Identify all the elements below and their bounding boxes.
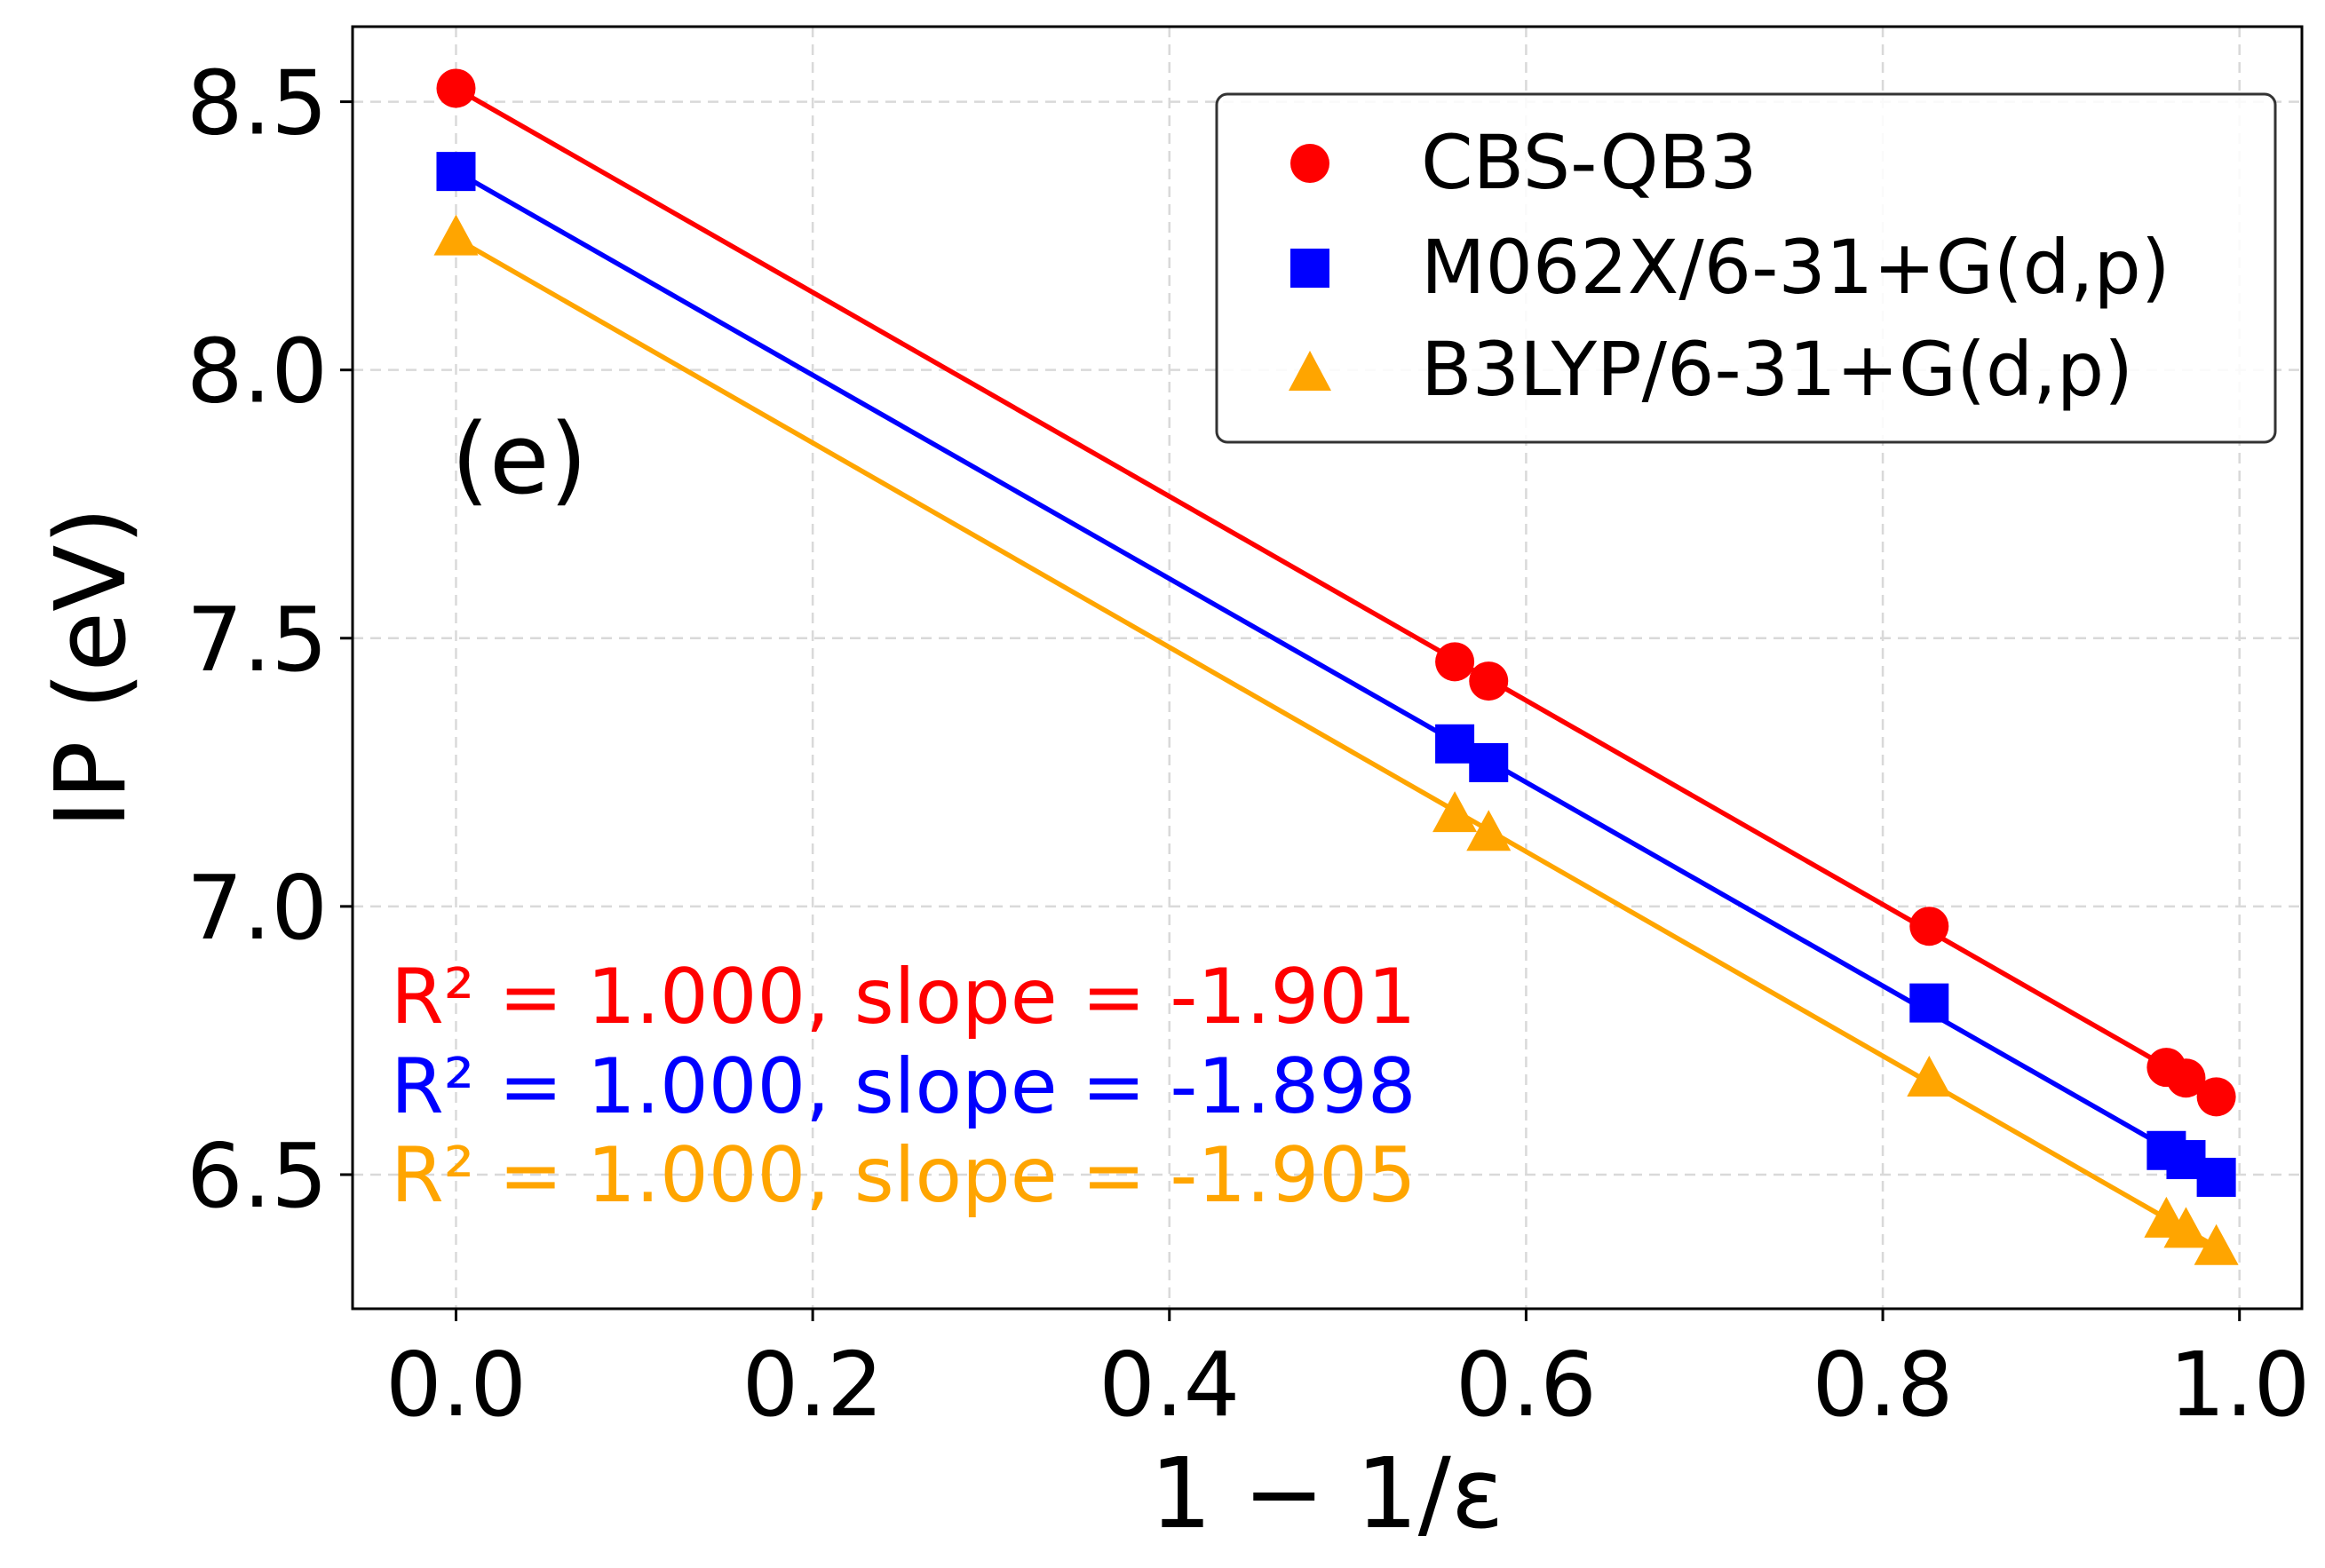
plot-area-frame	[351, 25, 2304, 1311]
y-tick-label: 7.0	[186, 856, 328, 960]
y-tick-label: 7.5	[186, 588, 328, 692]
legend-marker-cbs-qb3	[1290, 144, 1329, 183]
annotation-m062x: R² = 1.000, slope = -1.898	[391, 1042, 1416, 1131]
y-axis-ticks: 6.5 7.0 7.5 8.0 8.5	[186, 51, 353, 1228]
x-axis-label: 1 − 1/ε	[1150, 1437, 1504, 1550]
x-tick-label: 0.4	[1099, 1333, 1240, 1437]
data-point-cbs-qb3	[436, 68, 476, 108]
data-point-m062x	[436, 152, 476, 192]
data-point-cbs-qb3	[2196, 1077, 2236, 1117]
data-point-cbs-qb3	[2166, 1058, 2206, 1098]
legend: CBS-QB3 M062X/6-31+G(d,p) B3LYP/6-31+G(d…	[1215, 92, 2277, 444]
y-tick-label: 8.5	[186, 51, 328, 155]
x-tick-label: 1.0	[2169, 1333, 2310, 1437]
data-point-b3lyp	[1907, 1056, 1952, 1097]
data-point-m062x	[1435, 724, 1475, 764]
data-point-cbs-qb3	[1435, 642, 1475, 682]
data-point-cbs-qb3	[1469, 661, 1509, 701]
panel-label: (e)	[451, 402, 588, 516]
legend-marker-m062x	[1290, 249, 1329, 288]
legend-label-b3lyp: B3LYP/6-31+G(d,p)	[1421, 326, 2133, 413]
legend-label-m062x: M062X/6-31+G(d,p)	[1421, 224, 2170, 311]
annotation-b3lyp: R² = 1.000, slope = -1.905	[391, 1131, 1416, 1220]
data-point-b3lyp	[433, 214, 479, 256]
legend-label-cbs-qb3: CBS-QB3	[1421, 119, 1758, 206]
data-point-cbs-qb3	[1909, 907, 1949, 946]
data-point-b3lyp	[2194, 1224, 2239, 1265]
data-point-m062x	[1469, 742, 1509, 782]
x-tick-label: 0.6	[1456, 1333, 1597, 1437]
data-point-b3lyp	[1432, 791, 1478, 833]
x-tick-label: 0.2	[742, 1333, 884, 1437]
legend-marker-b3lyp	[1289, 351, 1331, 391]
y-tick-label: 6.5	[186, 1124, 328, 1228]
y-tick-label: 8.0	[186, 320, 328, 424]
data-point-b3lyp	[2163, 1207, 2209, 1248]
x-tick-label: 0.0	[385, 1333, 527, 1437]
data-point-m062x	[1909, 983, 1949, 1023]
x-axis-ticks: 0.0 0.2 0.4 0.6 0.8 1.0	[385, 1309, 2310, 1437]
x-tick-label: 0.8	[1813, 1333, 1954, 1437]
y-axis-label: IP (eV)	[34, 507, 147, 829]
legend-box	[1215, 92, 2277, 444]
data-point-b3lyp	[1466, 810, 1512, 851]
data-point-m062x	[2196, 1157, 2236, 1197]
data-markers	[433, 68, 2239, 1265]
annotation-cbs-qb3: R² = 1.000, slope = -1.901	[391, 953, 1416, 1041]
